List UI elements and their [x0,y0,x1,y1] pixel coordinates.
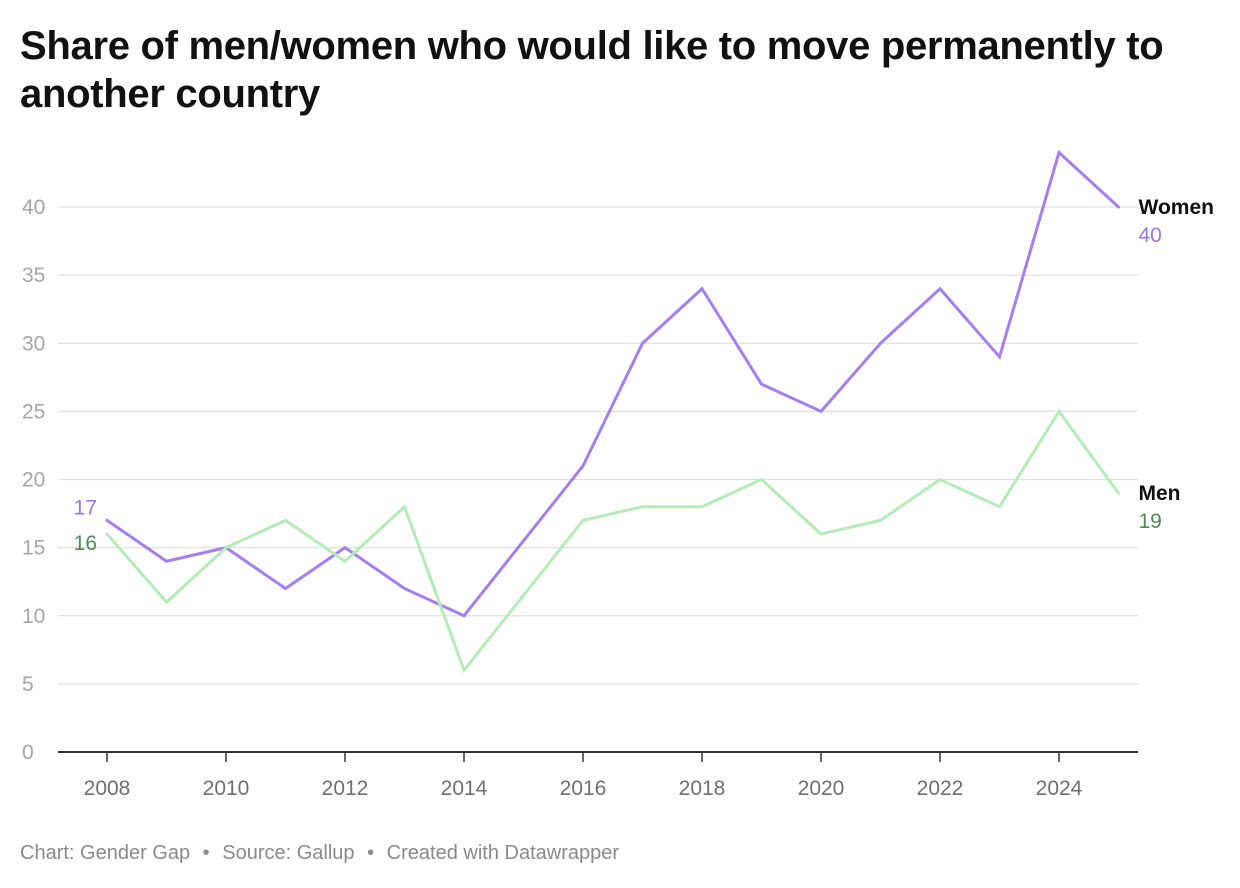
y-tick-label: 0 [22,741,34,764]
y-tick-label: 15 [22,537,45,560]
gridlines [58,206,1138,685]
x-axis: 2008 2010 2012 2014 2016 2018 2020 2022 2024 [58,751,1138,800]
start-value-label-women: 17 [74,496,97,519]
chart-footer: Chart: Gender Gap • Source: Gallup • Cre… [20,842,619,865]
x-tick-label: 2012 [322,777,369,800]
series-line-men [105,408,1120,674]
series-line-women [105,149,1120,618]
series-name-label-women: Women [1139,196,1214,219]
x-tick-label: 2014 [441,777,488,800]
x-tick-label: 2018 [679,777,726,800]
x-tick-label: 2022 [917,777,964,800]
x-tick-label: 2024 [1036,777,1083,800]
series-labels: 17 Women 40 16 Men 19 [74,196,1214,555]
x-tick-label: 2016 [560,777,607,800]
start-value-label-men: 16 [74,532,97,555]
chart-title: Share of men/women who would like to mov… [20,24,1164,116]
y-tick-label: 25 [22,400,45,423]
series-name-label-men: Men [1139,482,1181,505]
y-axis-tick-labels: 0 5 10 15 20 25 30 35 40 [22,196,45,764]
chart-credit: Chart: Gender Gap [20,842,191,864]
y-tick-label: 10 [22,605,45,628]
y-tick-label: 30 [22,332,45,355]
x-tick-label: 2008 [84,777,131,800]
series-lines [105,149,1120,674]
source-credit: Source: Gallup [222,842,355,864]
y-tick-label: 40 [22,196,45,219]
created-with-credit: Created with Datawrapper [386,842,620,864]
x-tick-label: 2020 [798,777,845,800]
footer-separator: • [367,842,375,864]
end-value-label-men: 19 [1139,510,1162,533]
x-tick-label: 2010 [203,777,250,800]
end-value-label-women: 40 [1139,224,1162,247]
y-tick-label: 35 [22,264,45,287]
footer-separator: • [202,842,210,864]
y-tick-label: 5 [22,673,34,696]
y-tick-label: 20 [22,469,45,492]
